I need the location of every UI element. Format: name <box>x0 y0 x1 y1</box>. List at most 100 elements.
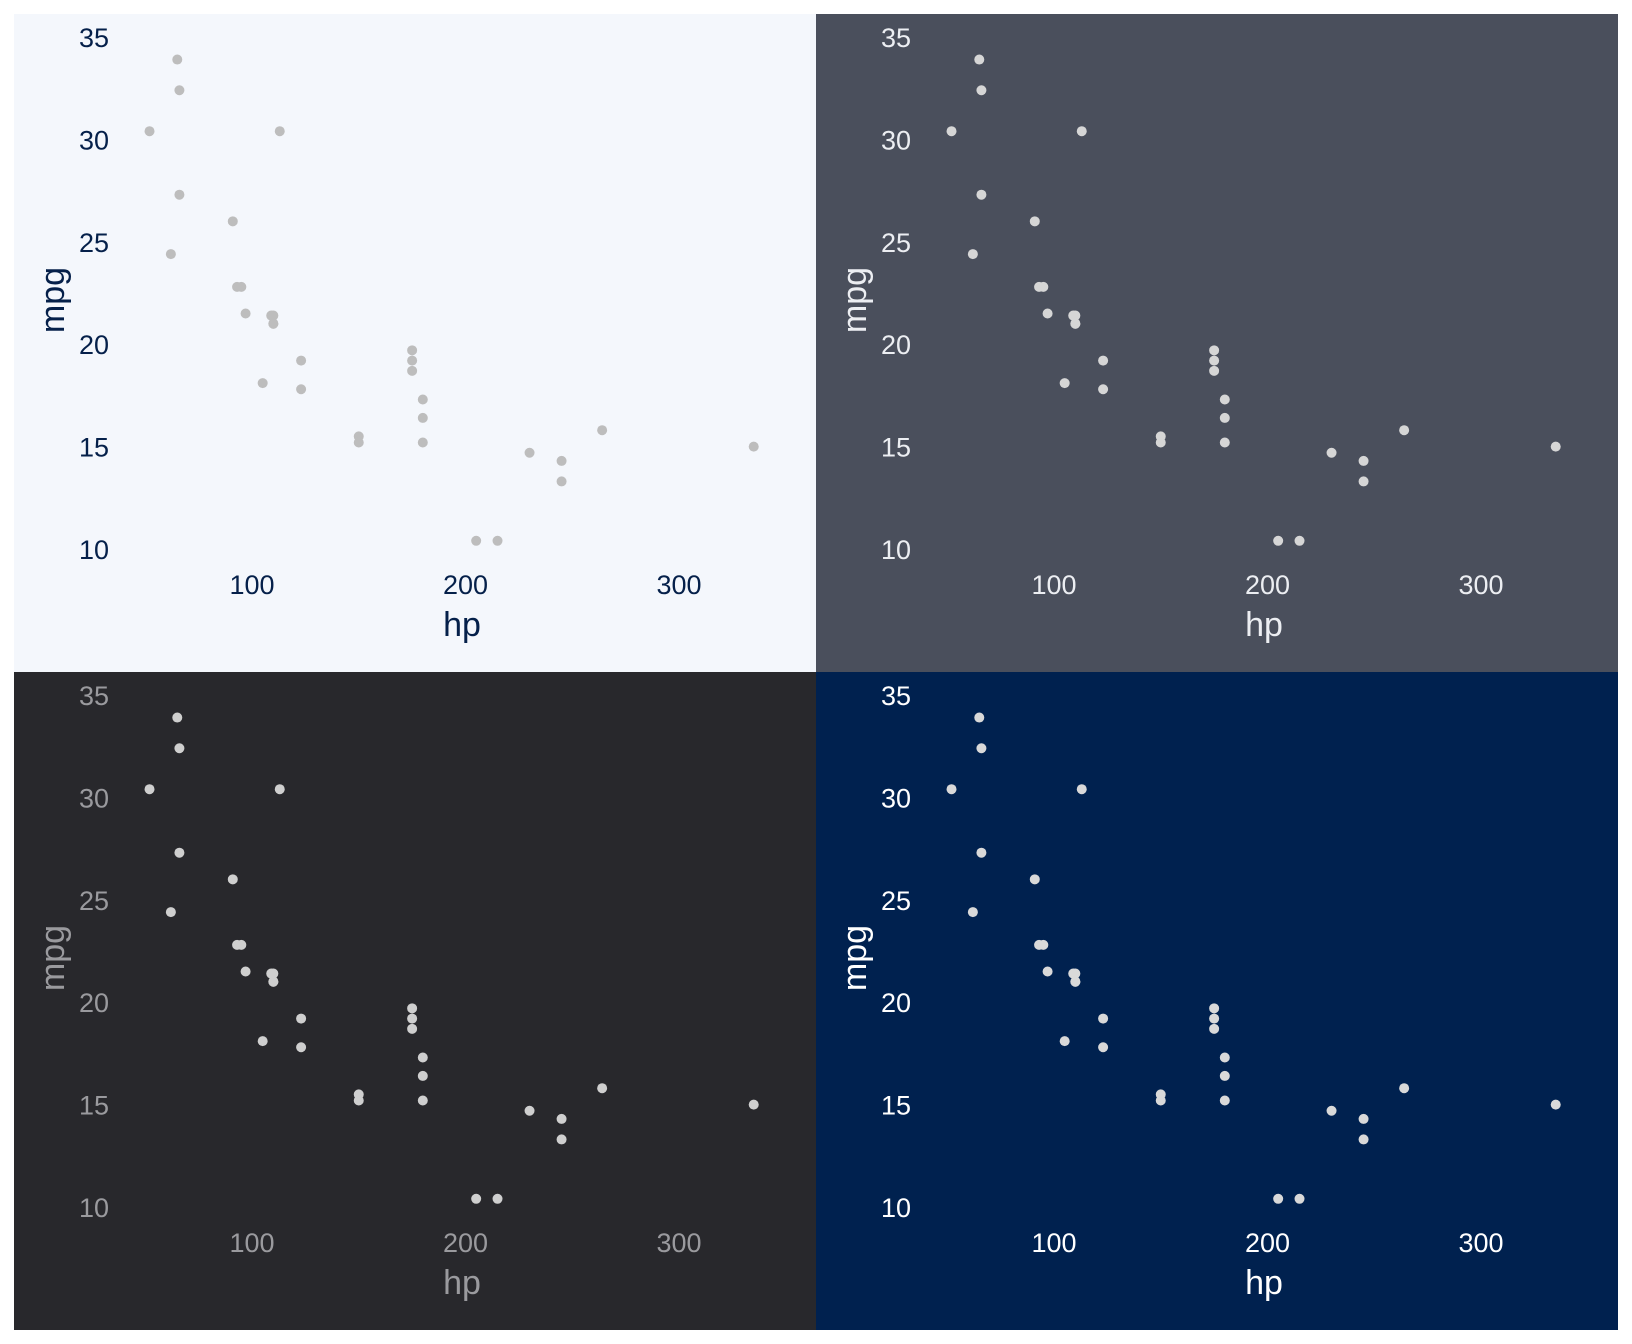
data-point <box>597 425 608 436</box>
data-point <box>556 476 567 487</box>
data-point <box>172 54 183 65</box>
data-point <box>1155 1095 1166 1106</box>
data-point <box>417 412 428 423</box>
data-points <box>144 54 759 546</box>
data-point <box>1550 441 1561 452</box>
data-point <box>471 535 482 546</box>
data-point <box>1219 394 1230 405</box>
data-point <box>227 216 238 227</box>
y-tick-labels: 10 15 20 25 30 35 <box>79 681 109 1223</box>
x-axis-title: hp <box>1245 606 1283 644</box>
data-point <box>974 712 985 723</box>
data-point <box>266 310 277 321</box>
data-point <box>1219 1052 1230 1063</box>
data-point <box>144 784 155 795</box>
data-point <box>1059 378 1070 389</box>
data-point <box>1042 966 1053 977</box>
data-point <box>1358 1134 1369 1145</box>
scatter-plot-top-left: 10 15 20 25 30 35 100 200 300 hp mpg <box>14 14 816 672</box>
x-tick-labels: 100 200 300 <box>229 1228 701 1258</box>
x-tick-label: 200 <box>443 570 488 600</box>
data-point <box>296 1013 307 1024</box>
data-point <box>274 126 285 137</box>
x-tick-label: 100 <box>229 570 274 600</box>
data-point <box>174 85 185 96</box>
data-point <box>556 1134 567 1145</box>
panel-background <box>14 14 816 672</box>
data-point <box>1155 437 1166 448</box>
data-point <box>1209 1023 1220 1034</box>
data-point <box>417 1070 428 1081</box>
data-point <box>974 54 985 65</box>
x-tick-label: 300 <box>1458 1228 1503 1258</box>
data-point <box>471 1193 482 1204</box>
data-point <box>1219 1095 1230 1106</box>
data-point <box>165 249 176 260</box>
data-point <box>1294 1193 1305 1204</box>
y-tick-label: 35 <box>79 23 109 53</box>
data-point <box>257 378 268 389</box>
data-point <box>1098 1013 1109 1024</box>
data-point <box>1042 308 1053 319</box>
data-point <box>407 1023 418 1034</box>
y-tick-label: 20 <box>881 988 911 1018</box>
data-point <box>268 976 279 987</box>
data-point <box>296 1042 307 1053</box>
y-tick-labels: 10 15 20 25 30 35 <box>79 23 109 565</box>
y-tick-label: 30 <box>79 125 109 155</box>
data-point <box>174 189 185 200</box>
x-tick-label: 300 <box>656 1228 701 1258</box>
data-point <box>524 447 535 458</box>
data-point <box>967 249 978 260</box>
data-point <box>417 1095 428 1106</box>
x-tick-label: 300 <box>656 570 701 600</box>
y-tick-label: 25 <box>881 228 911 258</box>
y-tick-label: 20 <box>881 330 911 360</box>
y-tick-label: 10 <box>79 1193 109 1223</box>
data-point <box>296 355 307 366</box>
y-tick-label: 35 <box>881 681 911 711</box>
y-tick-label: 15 <box>79 1091 109 1121</box>
y-tick-label: 10 <box>79 535 109 565</box>
data-point <box>748 441 759 452</box>
x-tick-label: 100 <box>229 1228 274 1258</box>
y-tick-label: 15 <box>881 433 911 463</box>
data-point <box>174 743 185 754</box>
data-point <box>274 784 285 795</box>
data-point <box>296 384 307 395</box>
data-point <box>407 355 418 366</box>
x-tick-labels: 100 200 300 <box>229 570 701 600</box>
data-point <box>946 126 957 137</box>
data-point <box>1076 126 1087 137</box>
data-point <box>1294 535 1305 546</box>
data-point <box>1358 455 1369 466</box>
data-point <box>556 1113 567 1124</box>
data-point <box>1098 1042 1109 1053</box>
data-point <box>407 365 418 376</box>
data-point <box>946 784 957 795</box>
data-point <box>492 535 503 546</box>
data-point <box>1273 535 1284 546</box>
data-point <box>1326 447 1337 458</box>
data-point <box>240 966 251 977</box>
data-point <box>976 85 987 96</box>
x-axis-title: hp <box>443 606 481 644</box>
data-point <box>1219 412 1230 423</box>
data-point <box>417 1052 428 1063</box>
y-tick-label: 20 <box>79 988 109 1018</box>
x-tick-label: 200 <box>1245 1228 1290 1258</box>
data-point <box>240 308 251 319</box>
scatter-figure-grid: 10 15 20 25 30 35 100 200 300 hp mpg 10 15 20 25 30… <box>14 14 1618 1330</box>
data-point <box>1358 1113 1369 1124</box>
data-point <box>1209 365 1220 376</box>
y-tick-labels: 10 15 20 25 30 35 <box>881 23 911 565</box>
y-axis-title: mpg <box>34 267 72 333</box>
data-point <box>1076 784 1087 795</box>
data-point <box>266 968 277 979</box>
data-point <box>1059 1036 1070 1047</box>
y-tick-label: 15 <box>79 433 109 463</box>
data-point <box>353 1095 364 1106</box>
y-axis-title: mpg <box>836 925 874 991</box>
y-tick-label: 20 <box>79 330 109 360</box>
data-points <box>946 54 1561 546</box>
